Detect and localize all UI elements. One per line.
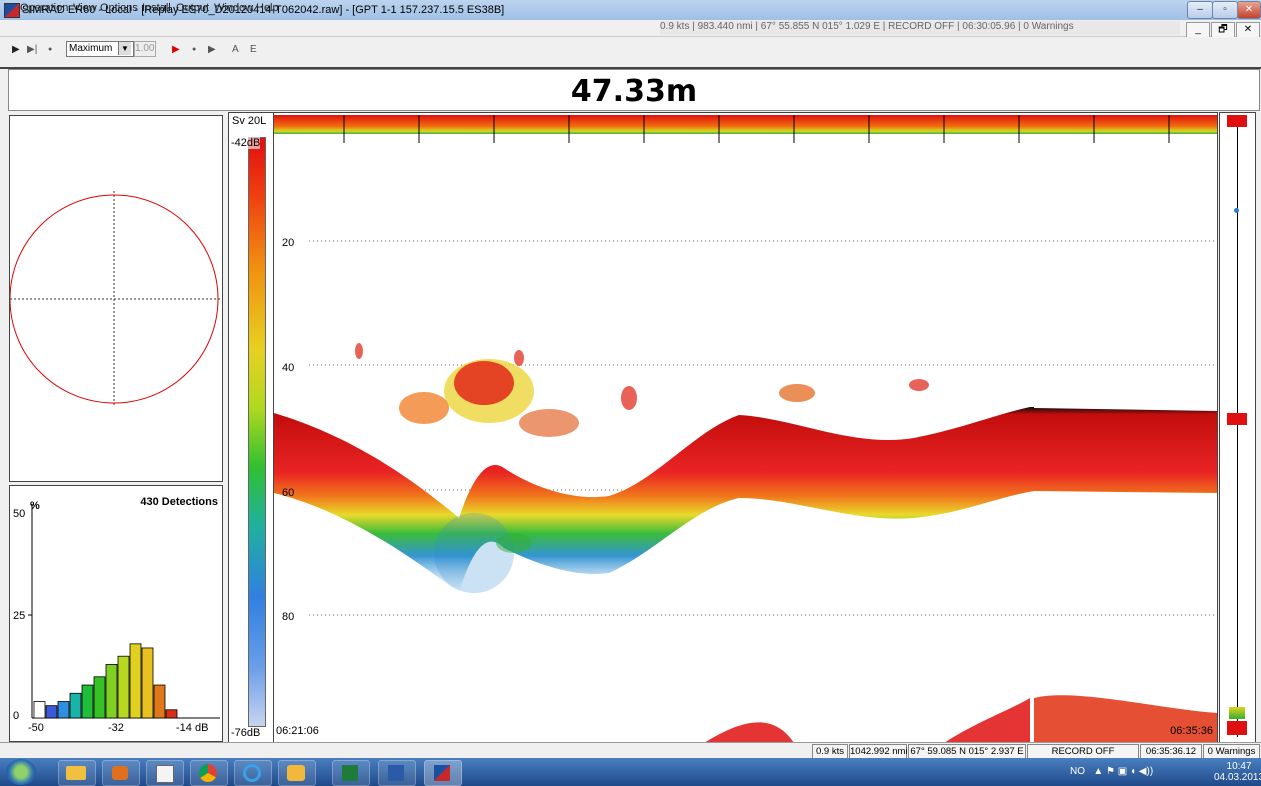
range-slider-end-handle[interactable] — [1227, 721, 1247, 735]
status-time: 06:35:36.12 — [1140, 744, 1202, 759]
status-record: RECORD OFF — [1027, 744, 1139, 759]
maximize-button[interactable]: ▫ — [1212, 1, 1238, 19]
histogram-y-tick-0: 0 — [13, 710, 20, 722]
status-speed: 0.9 kts — [812, 744, 848, 759]
ts-histogram-panel: 430 Detections % 50 25 0 -50 -32 -14 dB — [9, 485, 223, 742]
record-dot-icon[interactable]: ● — [48, 46, 53, 53]
depth-display: 47.33m — [8, 69, 1260, 111]
split-beam-panel — [9, 115, 223, 482]
range-slider-bottom-marker[interactable] — [1227, 413, 1247, 425]
echogram-canvas[interactable] — [274, 113, 1217, 743]
fast-forward-icon[interactable]: ▶ — [208, 44, 216, 55]
histogram-bar — [33, 701, 46, 719]
histogram-bar — [105, 664, 118, 719]
notes-taskbar-icon[interactable] — [146, 760, 184, 786]
system-tray[interactable]: NO ▲ ⚑ ▣ ◖ ◀)) — [1070, 766, 1153, 777]
histogram-bar — [141, 647, 154, 719]
histogram-y-unit: % — [30, 500, 40, 512]
range-slider-track — [1237, 117, 1238, 737]
replay-mode-select[interactable]: Maximum — [66, 41, 134, 57]
depth-tick-20: 20 — [282, 237, 295, 249]
histogram-bar — [93, 676, 106, 719]
status-position: 67° 59.085 N 015° 2.937 E — [908, 744, 1026, 759]
color-scale-panel: Sv 20L -76dB -42dB — [228, 112, 274, 744]
status-distance: 1042.992 nmi — [849, 744, 908, 759]
mdi-restore-button[interactable]: 🗗 — [1211, 22, 1235, 38]
tray-icons[interactable]: ▲ ⚑ ▣ ◖ ◀)) — [1093, 766, 1154, 777]
menu-status-strip: 0.9 kts | 983.440 nmi | 67° 55.855 N 015… — [660, 21, 1180, 35]
fish-schools — [355, 343, 929, 593]
histogram-y-tick-50: 50 — [13, 508, 26, 520]
histogram-y-tick-25: 25 — [13, 610, 26, 622]
range-slider-top-handle[interactable] — [1227, 115, 1247, 127]
explorer-taskbar-icon[interactable] — [58, 760, 96, 786]
title-bar — [0, 0, 1261, 20]
menu-help[interactable]: Help — [256, 2, 279, 14]
chevron-down-icon[interactable]: ▼ — [118, 42, 131, 55]
histogram-x-tick-max: -14 dB — [176, 722, 209, 734]
histogram-title: 430 Detections — [140, 496, 218, 508]
outlook-taskbar-icon[interactable] — [278, 760, 316, 786]
histogram-bar — [153, 684, 166, 719]
echogram-end-time: 06:35:36 — [1170, 725, 1213, 737]
menu-window[interactable]: Window — [214, 2, 254, 14]
er60-taskbar-icon[interactable] — [424, 760, 462, 786]
histogram-bar — [45, 705, 58, 719]
app-icon — [4, 3, 20, 18]
menu-output[interactable]: Output — [176, 2, 210, 14]
histogram-bar — [69, 692, 82, 719]
histogram-bar — [57, 701, 70, 719]
taskbar-clock[interactable]: 10:47 04.03.2013 — [1214, 761, 1261, 783]
histogram-x-tick-min: -50 — [28, 722, 44, 734]
range-slider-dot — [1234, 208, 1239, 213]
echogram-start-time: 06:21:06 — [276, 725, 319, 737]
ie-taskbar-icon[interactable] — [234, 760, 272, 786]
tool-a-button[interactable]: A — [232, 44, 239, 55]
dot-icon[interactable]: ● — [192, 46, 197, 53]
color-scale-gradient — [248, 137, 266, 727]
red-play-icon[interactable]: ▶ — [172, 44, 180, 55]
split-beam-circle — [9, 191, 222, 406]
media-taskbar-icon[interactable] — [102, 760, 140, 786]
histogram-bar — [165, 709, 178, 719]
close-button[interactable]: ✕ — [1237, 1, 1261, 19]
histogram-bar — [81, 684, 94, 719]
echogram[interactable]: 20 40 60 80 06:21:06 06:35:36 — [273, 112, 1218, 744]
excel-taskbar-icon[interactable] — [332, 760, 370, 786]
window-title: SIMRAD ER60 - Local - [Replay ES70_D2012… — [22, 4, 505, 16]
range-slider-level-marker[interactable] — [1229, 707, 1245, 719]
color-scale-max-label: -42dB — [231, 137, 261, 149]
play-icon[interactable]: ▶ — [12, 44, 20, 55]
histogram-bar — [129, 643, 142, 719]
menu-options[interactable]: Options — [100, 2, 138, 14]
menu-operation[interactable]: Operation — [20, 2, 69, 14]
histogram-bar — [117, 655, 130, 719]
clock-time: 10:47 — [1226, 761, 1252, 772]
mdi-close-button[interactable]: ✕ — [1236, 22, 1260, 38]
menu-view[interactable]: View — [73, 2, 97, 14]
chrome-taskbar-icon[interactable] — [190, 760, 228, 786]
depth-tick-80: 80 — [282, 611, 295, 623]
depth-value: 47.33m — [570, 74, 698, 109]
word-taskbar-icon[interactable] — [378, 760, 416, 786]
depth-tick-40: 40 — [282, 362, 295, 374]
color-scale-min-label: -76dB — [231, 727, 261, 739]
status-warnings: 0 Warnings — [1203, 744, 1260, 759]
depth-tick-60: 60 — [282, 487, 295, 499]
histogram-plot — [28, 504, 220, 719]
tray-language[interactable]: NO — [1070, 766, 1085, 777]
histogram-x-tick-mid: -32 — [108, 722, 124, 734]
step-icon[interactable]: ▶| — [27, 44, 38, 55]
color-scale-title: Sv 20L — [232, 115, 267, 127]
tool-e-button[interactable]: E — [250, 44, 257, 55]
minimize-button[interactable]: – — [1187, 1, 1213, 19]
toolbar — [0, 37, 1261, 69]
range-slider-panel — [1219, 112, 1256, 744]
mdi-minimize-button[interactable]: _ — [1186, 22, 1210, 38]
clock-date: 04.03.2013 — [1214, 772, 1261, 783]
start-button[interactable] — [6, 759, 36, 785]
menu-install[interactable]: Install — [142, 2, 171, 14]
replay-speed-stepper[interactable]: 1.00 — [134, 41, 156, 57]
seabed-echo — [274, 407, 1217, 593]
